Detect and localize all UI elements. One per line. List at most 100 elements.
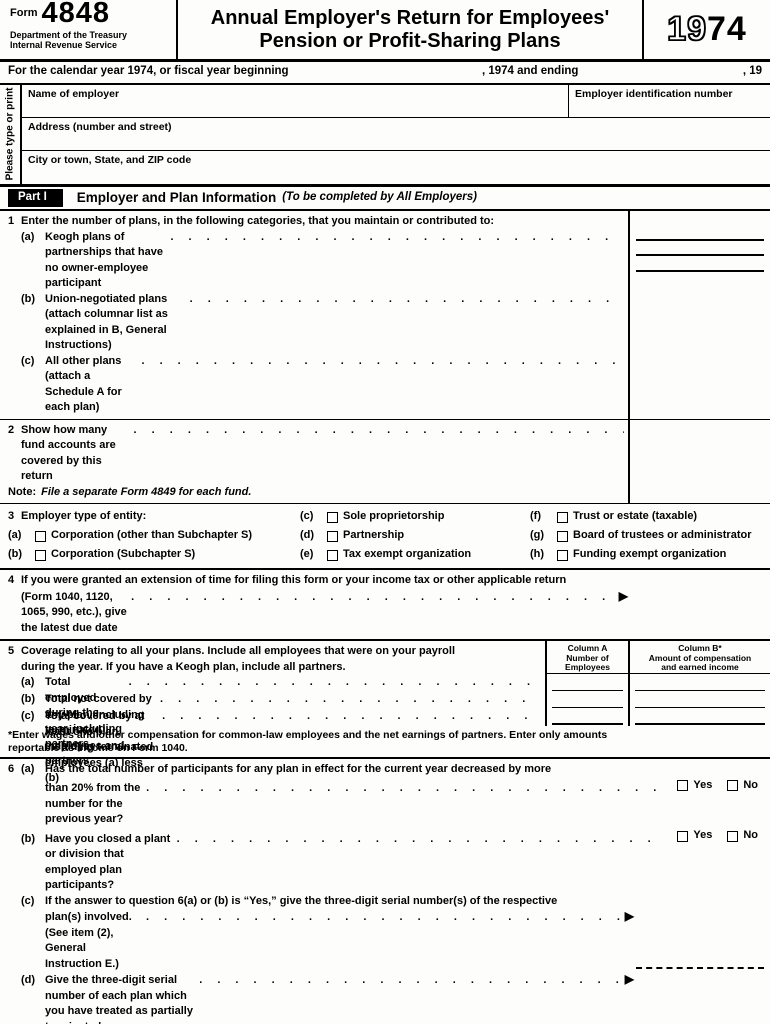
line2-number: 2 <box>8 423 15 436</box>
line1b-key: (b) <box>21 292 36 305</box>
dept-irs: Internal Revenue Service <box>10 40 118 50</box>
no-label: No <box>743 828 758 841</box>
line1a-text: Keogh plans of partnerships that have no… <box>45 230 163 290</box>
line1-answer-column <box>628 211 770 419</box>
arrow-icon: ▶ <box>618 588 628 603</box>
line3e-key: (e) <box>300 547 314 560</box>
ein-field[interactable]: Employer identification number <box>568 84 770 117</box>
part1-badge: Part I <box>8 188 63 207</box>
column-b-sub1: Amount of compensation <box>648 652 752 663</box>
checkbox-entity-e[interactable] <box>327 549 338 561</box>
line3g-label: Board of trustees or administrator <box>573 528 752 541</box>
line3f-key: (f) <box>530 509 541 522</box>
line3-section: 3 Employer type of entity: (a) Corporation… <box>0 504 770 570</box>
part1-header: Part I Employer and Plan Information (To… <box>0 187 770 211</box>
checkbox-entity-f[interactable] <box>557 511 568 523</box>
line3e-label: Tax exempt organization <box>343 547 472 560</box>
line5c-key: (c) <box>21 710 35 722</box>
line3-text: Employer type of entity: <box>21 509 147 522</box>
line3c-label: Sole proprietorship <box>343 509 445 522</box>
form-title-line1: Annual Employer's Return for Employees' <box>210 7 610 29</box>
dot-leader: . . . . . . . . . . . . . . . . . . . . … <box>131 590 615 603</box>
line1-text: Enter the number of plans, in the follow… <box>21 215 495 227</box>
checkbox-entity-d[interactable] <box>327 530 338 542</box>
dot-leader: . . . . . . . . . . . . . . . . . . . . … <box>141 354 624 367</box>
identity-block: Please type or print Name of employer Em… <box>0 84 770 187</box>
line6c-entry-field[interactable] <box>636 967 764 969</box>
dot-leader: . . . . . . . . . . . . . . . . . . . . … <box>176 832 663 845</box>
checkbox-entity-b[interactable] <box>35 549 46 561</box>
line2-note-text: File a separate Form 4849 for each fund. <box>41 485 252 498</box>
line3h-key: (h) <box>530 547 545 560</box>
column-a-sub2: Employees <box>565 662 610 672</box>
checkbox-6b-yes[interactable] <box>677 830 689 842</box>
part1-subtitle: (To be completed by All Employers) <box>282 191 477 203</box>
line5b-colA-field[interactable] <box>552 691 623 708</box>
calendar-text-1: For the calendar year 1974, or fiscal ye… <box>8 65 289 77</box>
city-state-zip-label: City or town, State, and ZIP code <box>28 154 192 167</box>
line6c-text2: plan(s) involved. (See item (2), General… <box>45 911 132 970</box>
line5a-text: Total employed during the year, includin… <box>45 676 123 750</box>
column-b-sub2: and earned income <box>661 662 739 672</box>
checkbox-entity-a[interactable] <box>35 530 46 542</box>
line1a-entry-field[interactable] <box>636 225 764 241</box>
yes-label: Yes <box>693 778 713 791</box>
line1a-key: (a) <box>21 230 35 243</box>
line1c-entry-field[interactable] <box>636 256 764 272</box>
line5a-colB-field[interactable] <box>635 674 765 691</box>
line6a-key: (a) <box>21 763 35 775</box>
line6d-text: Give the three-digit serial number of ea… <box>45 974 193 1024</box>
line5-text1: Coverage relating to all your plans. Inc… <box>21 645 456 657</box>
checkbox-entity-c[interactable] <box>327 511 338 523</box>
line5-section: 5 Coverage relating to all your plans. In… <box>0 641 770 784</box>
tax-year-block: 19 74 <box>642 0 770 59</box>
checkbox-6a-no[interactable] <box>727 780 739 792</box>
column-a: Column A Number of Employees <box>545 641 628 726</box>
line6b-key: (b) <box>21 832 36 845</box>
checkbox-6a-yes[interactable] <box>677 780 689 792</box>
line5-text2: during the year. If you have a Keogh pla… <box>21 660 346 673</box>
no-label: No <box>743 778 758 791</box>
line3d-key: (d) <box>300 528 315 541</box>
tax-year-solid: 74 <box>707 9 747 48</box>
type-or-print-strip: Please type or print <box>0 84 22 184</box>
form-number-block: Form 4848 Department of the Treasury Inte… <box>0 0 178 59</box>
line6a-text2: than 20% from the number for the previou… <box>45 782 141 826</box>
line1-section: 1 Enter the number of plans, in the follo… <box>0 211 770 420</box>
line5b-colB-field[interactable] <box>635 691 765 708</box>
line6c-key: (c) <box>21 894 35 907</box>
line1-number: 1 <box>8 215 15 227</box>
line6-number: 6 <box>8 763 15 775</box>
checkbox-entity-g[interactable] <box>557 530 568 542</box>
line2-text: Show how many fund accounts are covered … <box>21 423 116 483</box>
line4-section: 4 If you were granted an extension of tim… <box>0 570 770 641</box>
line4-text2: (Form 1040, 1120, 1065, 990, etc.), give… <box>21 590 127 634</box>
line5-number: 5 <box>8 645 15 657</box>
checkbox-6b-no[interactable] <box>727 830 739 842</box>
line5c-colA-field[interactable] <box>552 708 623 725</box>
calendar-text-2: , 1974 and ending <box>481 65 579 77</box>
employer-name-field[interactable]: Name of employer <box>22 85 568 117</box>
line4-number: 4 <box>8 574 15 586</box>
line3h-label: Funding exempt organization <box>573 547 727 560</box>
employer-name-label: Name of employer <box>28 87 120 100</box>
line5a-colA-field[interactable] <box>552 674 623 691</box>
address-field[interactable]: Address (number and street) <box>22 118 770 150</box>
footnote-text1: *Enter wages and other compensation for … <box>8 729 608 741</box>
line1c-key: (c) <box>21 354 35 367</box>
line6d-key: (d) <box>21 974 36 986</box>
line5c-colB-field[interactable] <box>635 708 765 725</box>
dot-leader: . . . . . . . . . . . . . . . . . . . . … <box>133 423 624 436</box>
line2-entry-field[interactable] <box>630 420 770 504</box>
line4-text1: If you were granted an extension of time… <box>21 574 567 586</box>
line2-section: 2 Show how many fund accounts are covered… <box>0 419 770 504</box>
checkbox-entity-h[interactable] <box>557 549 568 561</box>
line3a-key: (a) <box>8 528 22 541</box>
line1b-entry-field[interactable] <box>636 241 764 256</box>
line1c-text: All other plans (attach a Schedule A for… <box>45 354 122 414</box>
dept-treasury: Department of the Treasury <box>10 29 128 40</box>
line3a-label: Corporation (other than Subchapter S) <box>51 528 253 541</box>
city-state-zip-field[interactable]: City or town, State, and ZIP code <box>22 151 770 183</box>
line5c-text: Total covered by at least one plan, incl… <box>45 710 154 784</box>
line2-answer-column <box>628 419 770 504</box>
